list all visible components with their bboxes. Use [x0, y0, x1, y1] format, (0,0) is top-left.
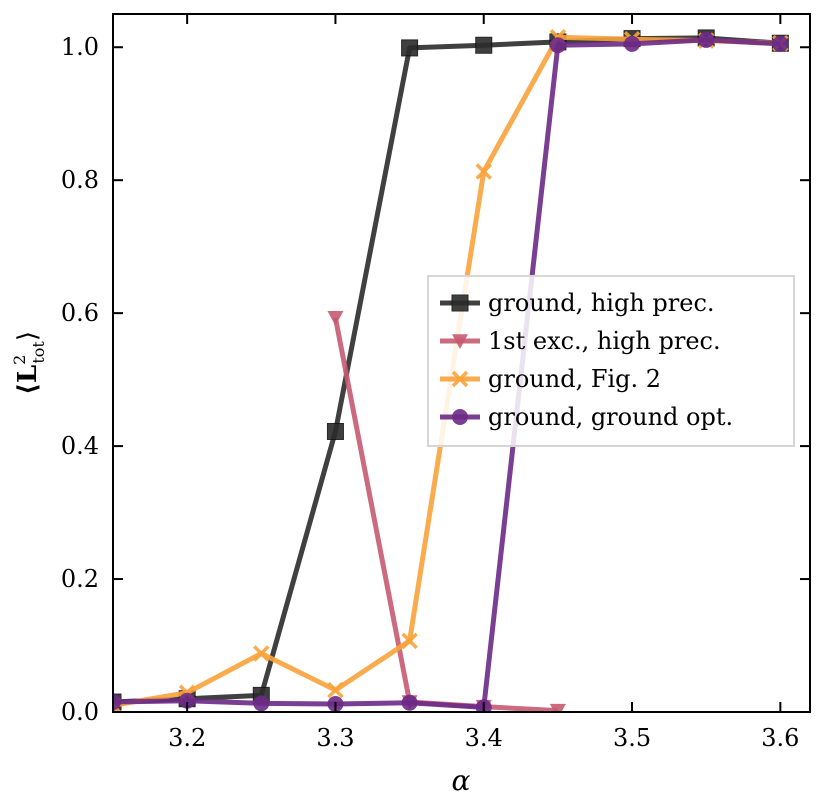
- legend-item: 1st exc., high prec.: [440, 327, 721, 355]
- point-circle: [253, 695, 270, 712]
- y-tick-label: 0.4: [61, 432, 99, 460]
- legend-item: ground, ground opt.: [440, 403, 733, 431]
- y-tick-label: 0.8: [61, 166, 99, 194]
- y-tick-label: 0.6: [61, 299, 99, 327]
- x-tick-label: 3.3: [316, 724, 354, 752]
- point-circle: [772, 35, 789, 52]
- x-tick-label: 3.5: [613, 724, 651, 752]
- point-square: [326, 422, 344, 440]
- point-x: [475, 163, 492, 180]
- y-axis-title: ⟨L2tot⟩: [10, 331, 48, 395]
- point-triangle: [327, 310, 344, 326]
- point-circle: [549, 37, 566, 54]
- point-triangle: [452, 334, 468, 349]
- ticks-layer: 3.2 3.3 3.4 3.5 3.6 0.0 0.2 0.4 0.6 0.8 1.0: [61, 14, 810, 752]
- plot-frame: [112, 13, 811, 713]
- point-x: [327, 681, 344, 699]
- point-x: [401, 632, 418, 650]
- y-axis-title-sup: 2: [10, 355, 29, 365]
- y-axis-title-main: ⟨L: [13, 365, 43, 395]
- point-square: [475, 36, 493, 54]
- y-axis-title-close: ⟩: [13, 331, 43, 341]
- legend-item: ground, Fig. 2: [440, 365, 661, 393]
- y-axis-title-sub: tot: [29, 341, 48, 364]
- x-tick-label: 3.2: [168, 724, 206, 752]
- point-x: [253, 645, 270, 662]
- x-axis-title: α: [452, 764, 471, 797]
- x-tick-label: 3.6: [761, 724, 799, 752]
- point-circle: [179, 692, 196, 709]
- series-line: [113, 37, 781, 710]
- point-square: [451, 294, 469, 312]
- y-tick-label: 0.0: [61, 698, 99, 726]
- point-circle: [452, 409, 468, 425]
- y-tick-label: 1.0: [61, 33, 99, 61]
- legend-label: ground, high prec.: [488, 289, 715, 317]
- y-tick-label: 0.2: [61, 565, 99, 593]
- point-circle: [401, 694, 418, 711]
- point-triangle: [549, 703, 566, 712]
- point-x: [451, 370, 469, 388]
- legend-label: ground, ground opt.: [488, 403, 733, 431]
- legend-items: ground, high prec. 1st exc., high prec. gr…: [440, 289, 733, 431]
- point-circle: [624, 35, 641, 52]
- point-circle: [698, 31, 715, 48]
- legend: ground, high prec. 1st exc., high prec. gr…: [427, 275, 795, 447]
- legend-label: ground, Fig. 2: [488, 365, 661, 393]
- point-square: [401, 39, 419, 57]
- point-circle: [113, 694, 121, 711]
- x-tick-label: 3.4: [465, 724, 503, 752]
- legend-box: [427, 275, 795, 447]
- legend-item: ground, high prec.: [440, 289, 715, 317]
- legend-label: 1st exc., high prec.: [488, 327, 721, 355]
